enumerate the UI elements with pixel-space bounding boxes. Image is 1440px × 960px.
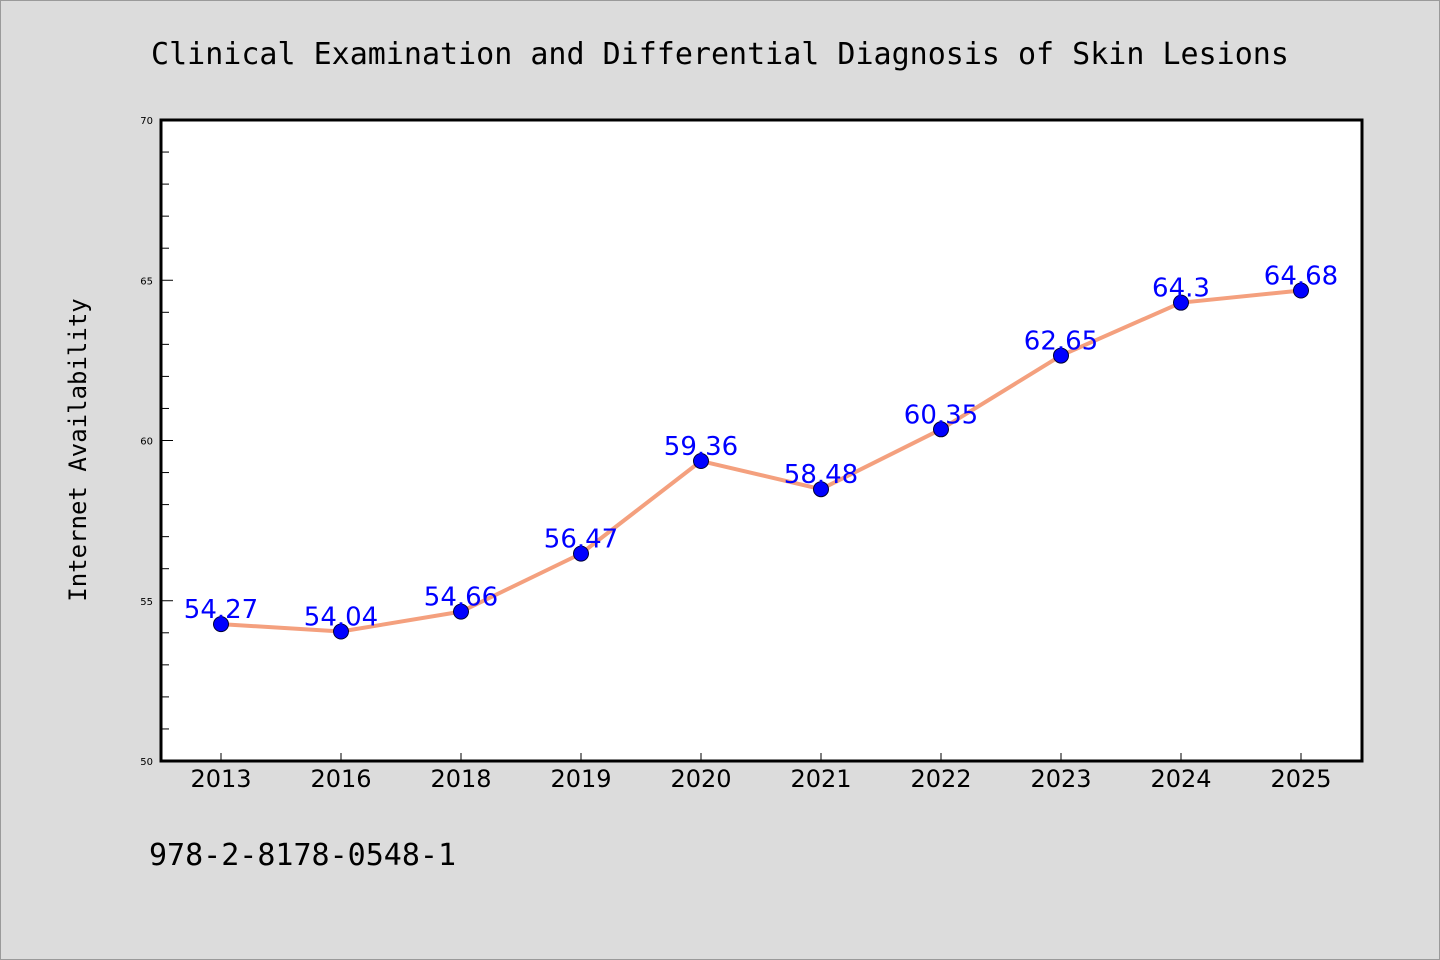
x-tick-label: 2024 [1150, 765, 1211, 793]
x-tick-label: 2019 [550, 765, 611, 793]
x-tick-label: 2021 [790, 765, 851, 793]
y-tick-label: 70 [140, 116, 153, 127]
x-tick-label: 2016 [310, 765, 371, 793]
plot-area [161, 120, 1362, 761]
footer-code: 978-2-8178-0548-1 [149, 838, 456, 873]
y-axis-label: Internet Availability [64, 298, 92, 601]
data-point-2013 [213, 616, 229, 633]
x-tick-label: 2023 [1030, 765, 1091, 793]
series-markers [213, 282, 1309, 640]
x-tick-label: 2025 [1270, 765, 1331, 793]
data-label-2023: 62.65 [1024, 327, 1098, 357]
data-point-2024 [1173, 294, 1189, 311]
series-line [220, 288, 1302, 634]
x-tick-label: 2013 [190, 765, 251, 793]
data-point-2023 [1053, 347, 1069, 364]
y-tick-label: 60 [140, 437, 153, 448]
data-point-2019 [573, 545, 589, 562]
data-point-2021 [813, 481, 829, 498]
y-tick-label: 55 [140, 597, 153, 608]
data-label-2022: 60.35 [904, 400, 978, 430]
x-tick-label: 2020 [670, 765, 731, 793]
chart-title: Clinical Examination and Differential Di… [151, 37, 1289, 72]
data-label-2021: 58.48 [784, 460, 858, 490]
data-label-2020: 59.36 [664, 432, 738, 462]
data-point-2025 [1293, 282, 1309, 299]
data-label-2018: 54.66 [424, 583, 498, 613]
data-label-2016: 54.04 [304, 603, 378, 633]
data-labels: 54.27 54.04 54.66 56.47 59.36 58.48 60.35 62.65… [184, 262, 1338, 633]
data-point-2022 [933, 421, 949, 438]
data-point-2016 [333, 623, 349, 640]
data-label-2019: 56.47 [544, 525, 618, 555]
x-tick-label: 2022 [910, 765, 971, 793]
y-tick-label: 65 [140, 276, 153, 287]
y-tick-label: 50 [140, 757, 153, 768]
plot-frame [159, 118, 1364, 763]
x-axis-ticks: 2013 2016 2018 2019 2020 2021 2022 2023 2024 2025 [190, 753, 1332, 793]
data-label-2024: 64.3 [1152, 274, 1210, 304]
x-tick-label: 2018 [430, 765, 491, 793]
data-point-2020 [693, 453, 709, 470]
data-label-2013: 54.27 [184, 595, 258, 625]
data-point-2018 [453, 603, 469, 620]
data-label-2025: 64.68 [1264, 262, 1338, 292]
